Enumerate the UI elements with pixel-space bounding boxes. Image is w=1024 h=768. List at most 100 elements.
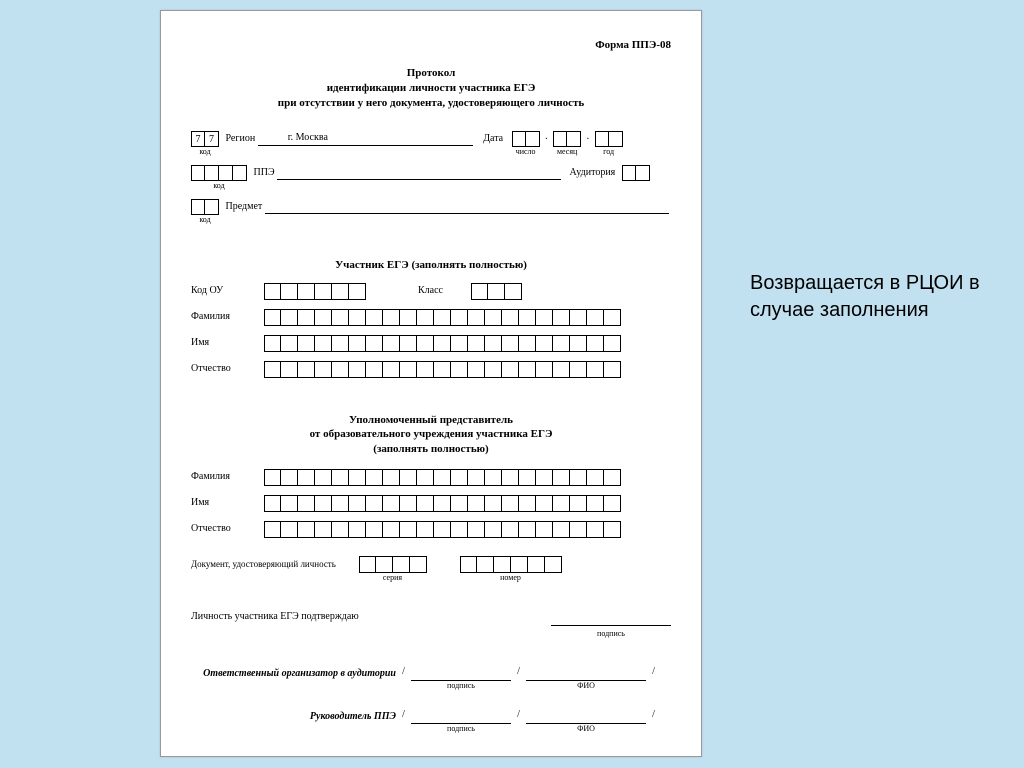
- sig2-fio-line[interactable]: [526, 709, 646, 724]
- cell[interactable]: [451, 495, 468, 512]
- region-value-line[interactable]: г. Москва: [258, 131, 473, 146]
- cell[interactable]: [604, 521, 621, 538]
- cell[interactable]: [383, 309, 400, 326]
- cell[interactable]: [383, 521, 400, 538]
- cell[interactable]: [434, 469, 451, 486]
- cell[interactable]: [191, 165, 205, 181]
- cell[interactable]: [519, 335, 536, 352]
- cell[interactable]: [502, 495, 519, 512]
- cell[interactable]: [451, 309, 468, 326]
- cell[interactable]: [553, 361, 570, 378]
- cell[interactable]: [553, 335, 570, 352]
- cell[interactable]: [451, 521, 468, 538]
- cell[interactable]: [281, 521, 298, 538]
- cell[interactable]: [485, 469, 502, 486]
- cell[interactable]: [570, 495, 587, 512]
- cell[interactable]: [264, 521, 281, 538]
- cell[interactable]: [471, 283, 488, 300]
- cell[interactable]: [332, 335, 349, 352]
- cell[interactable]: 7: [191, 131, 205, 147]
- cell[interactable]: [485, 361, 502, 378]
- cell[interactable]: [332, 521, 349, 538]
- cell[interactable]: 7: [205, 131, 219, 147]
- cell[interactable]: [519, 361, 536, 378]
- cell[interactable]: [604, 495, 621, 512]
- cell[interactable]: [526, 131, 540, 147]
- cell[interactable]: [502, 469, 519, 486]
- cell[interactable]: [417, 361, 434, 378]
- cell[interactable]: [553, 309, 570, 326]
- cell[interactable]: [298, 335, 315, 352]
- cell[interactable]: [281, 309, 298, 326]
- cell[interactable]: [349, 309, 366, 326]
- cell[interactable]: [519, 469, 536, 486]
- cell[interactable]: [359, 556, 376, 573]
- cell[interactable]: [264, 335, 281, 352]
- cell[interactable]: [366, 309, 383, 326]
- cell[interactable]: [281, 495, 298, 512]
- cell[interactable]: [512, 131, 526, 147]
- cell[interactable]: [604, 361, 621, 378]
- cell[interactable]: [502, 521, 519, 538]
- cell[interactable]: [191, 199, 205, 215]
- cell[interactable]: [281, 335, 298, 352]
- ppe-value-line[interactable]: [277, 165, 561, 180]
- cell[interactable]: [570, 335, 587, 352]
- cell[interactable]: [349, 283, 366, 300]
- cell[interactable]: [468, 521, 485, 538]
- cell[interactable]: [400, 335, 417, 352]
- cell[interactable]: [587, 361, 604, 378]
- cell[interactable]: [502, 361, 519, 378]
- cell[interactable]: [417, 335, 434, 352]
- cell[interactable]: [400, 495, 417, 512]
- cell[interactable]: [451, 469, 468, 486]
- cell[interactable]: [570, 469, 587, 486]
- cell[interactable]: [570, 361, 587, 378]
- cell[interactable]: [264, 283, 281, 300]
- cell[interactable]: [417, 469, 434, 486]
- cell[interactable]: [536, 469, 553, 486]
- cell[interactable]: [264, 469, 281, 486]
- cell[interactable]: [417, 495, 434, 512]
- cell[interactable]: [587, 469, 604, 486]
- cell[interactable]: [315, 469, 332, 486]
- cell[interactable]: [298, 469, 315, 486]
- cell[interactable]: [349, 495, 366, 512]
- cell[interactable]: [434, 361, 451, 378]
- cell[interactable]: [434, 521, 451, 538]
- cell[interactable]: [315, 283, 332, 300]
- cell[interactable]: [281, 283, 298, 300]
- cell[interactable]: [400, 361, 417, 378]
- cell[interactable]: [205, 165, 219, 181]
- cell[interactable]: [349, 335, 366, 352]
- cell[interactable]: [332, 469, 349, 486]
- cell[interactable]: [366, 495, 383, 512]
- cell[interactable]: [511, 556, 528, 573]
- cell[interactable]: [298, 309, 315, 326]
- cell[interactable]: [468, 495, 485, 512]
- cell[interactable]: [281, 469, 298, 486]
- cell[interactable]: [609, 131, 623, 147]
- cell[interactable]: [400, 521, 417, 538]
- cell[interactable]: [587, 309, 604, 326]
- cell[interactable]: [468, 469, 485, 486]
- cell[interactable]: [264, 495, 281, 512]
- sig1-fio-line[interactable]: [526, 666, 646, 681]
- cell[interactable]: [434, 495, 451, 512]
- cell[interactable]: [553, 521, 570, 538]
- cell[interactable]: [451, 335, 468, 352]
- cell[interactable]: [298, 521, 315, 538]
- cell[interactable]: [553, 131, 567, 147]
- cell[interactable]: [570, 521, 587, 538]
- cell[interactable]: [485, 309, 502, 326]
- cell[interactable]: [485, 495, 502, 512]
- cell[interactable]: [519, 495, 536, 512]
- cell[interactable]: [622, 165, 636, 181]
- cell[interactable]: [349, 361, 366, 378]
- cell[interactable]: [460, 556, 477, 573]
- cell[interactable]: [587, 335, 604, 352]
- cell[interactable]: [366, 335, 383, 352]
- cell[interactable]: [505, 283, 522, 300]
- cell[interactable]: [587, 521, 604, 538]
- cell[interactable]: [417, 309, 434, 326]
